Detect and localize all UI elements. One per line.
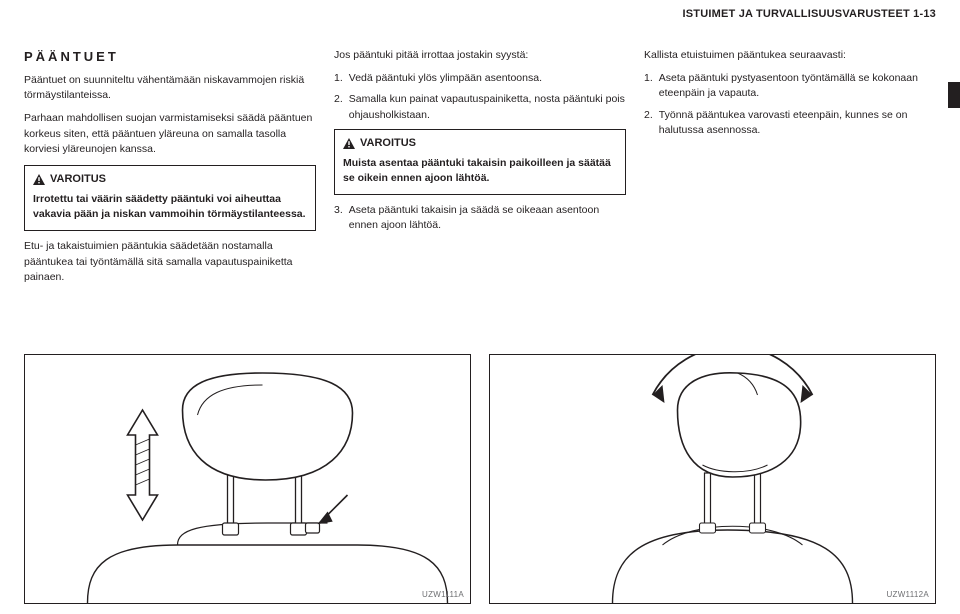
figure-row: UZW1111A UZW1112A [24, 354, 936, 604]
figure-headrest-adjust: UZW1111A [24, 354, 471, 604]
list-text: Aseta pääntuki pystyasentoon työntämällä… [659, 71, 936, 101]
warning-label: VAROITUS [343, 136, 617, 152]
list-text: Samalla kun painat vapautuspainiketta, n… [349, 92, 626, 122]
paragraph: Etu- ja takaistuimien pääntukia säädetää… [24, 239, 316, 285]
list-item: 3. Aseta pääntuki takaisin ja säädä se o… [334, 203, 626, 233]
headrest-adjust-illustration [25, 355, 470, 603]
warning-label: VAROITUS [33, 172, 307, 188]
list-number: 3. [334, 203, 343, 233]
paragraph: Pääntuet on suunniteltu vähentämään nisk… [24, 73, 316, 103]
warning-box: VAROITUS Muista asentaa pääntuki takaisi… [334, 129, 626, 195]
list-text: Aseta pääntuki takaisin ja säädä se oike… [349, 203, 626, 233]
paragraph: Parhaan mahdollisen suojan varmistamisek… [24, 111, 316, 157]
list-item: 2. Samalla kun painat vapautuspainiketta… [334, 92, 626, 122]
paragraph: Jos pääntuki pitää irrottaa jostakin syy… [334, 48, 626, 63]
headrest-tilt-illustration [490, 355, 935, 603]
warning-text: Irrotettu tai väärin säädetty pääntuki v… [33, 192, 307, 222]
paragraph: Kallista etuistuimen pääntukea seuraavas… [644, 48, 936, 63]
list-item: 2. Työnnä pääntukea varovasti eteenpäin,… [644, 108, 936, 138]
figure-headrest-tilt: UZW1112A [489, 354, 936, 604]
page-header: ISTUIMET JA TURVALLISUUSVARUSTEET 1-13 [683, 8, 937, 20]
warning-icon [343, 138, 355, 149]
list-number: 2. [334, 92, 343, 122]
warning-text: Muista asentaa pääntuki takaisin paikoil… [343, 156, 617, 186]
warning-icon [33, 174, 45, 185]
text-columns: PÄÄNTUET Pääntuet on suunniteltu vähentä… [24, 48, 936, 293]
list-text: Työnnä pääntukea varovasti eteenpäin, ku… [659, 108, 936, 138]
column-3: Kallista etuistuimen pääntukea seuraavas… [644, 48, 936, 293]
figure-caption: UZW1112A [886, 590, 929, 599]
section-title: PÄÄNTUET [24, 48, 316, 67]
column-1: PÄÄNTUET Pääntuet on suunniteltu vähentä… [24, 48, 316, 293]
column-2: Jos pääntuki pitää irrottaa jostakin syy… [334, 48, 626, 293]
warning-label-text: VAROITUS [50, 172, 106, 188]
warning-box: VAROITUS Irrotettu tai väärin säädetty p… [24, 165, 316, 231]
warning-label-text: VAROITUS [360, 136, 416, 152]
list-text: Vedä pääntuki ylös ylimpään asentoonsa. [349, 71, 626, 86]
list-item: 1. Vedä pääntuki ylös ylimpään asentoons… [334, 71, 626, 86]
list-number: 2. [644, 108, 653, 138]
edge-tab [948, 82, 960, 108]
list-number: 1. [334, 71, 343, 86]
list-item: 1. Aseta pääntuki pystyasentoon työntämä… [644, 71, 936, 101]
figure-caption: UZW1111A [422, 590, 464, 599]
list-number: 1. [644, 71, 653, 101]
